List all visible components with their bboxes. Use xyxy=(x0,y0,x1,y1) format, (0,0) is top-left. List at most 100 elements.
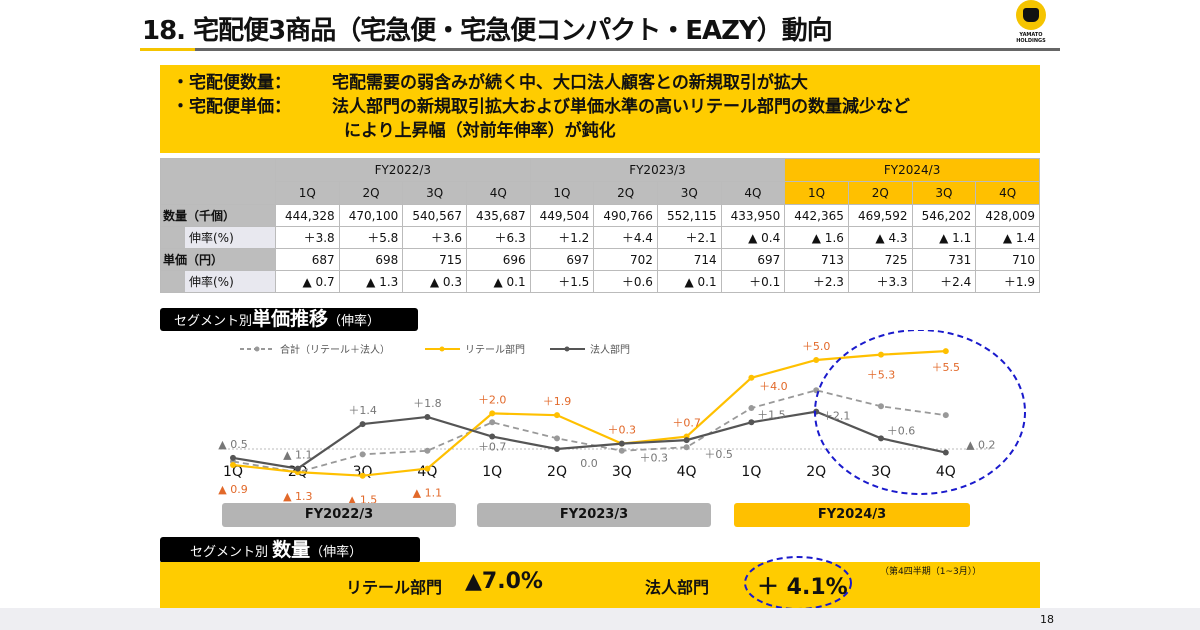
data-label: ＋2.0 xyxy=(478,393,507,406)
data-label: ＋5.0 xyxy=(802,340,831,353)
data-label: ▲ 0.9 xyxy=(218,483,247,496)
data-point xyxy=(424,413,431,420)
table-cell: ▲ 0.7 xyxy=(275,270,340,293)
series-line xyxy=(232,410,947,470)
data-label: ＋0.6 xyxy=(887,424,916,437)
legend-label: 法人部門 xyxy=(590,343,630,356)
table-cell: ＋3.6 xyxy=(402,226,467,249)
table-cell: 697 xyxy=(720,248,786,271)
data-point xyxy=(489,433,496,440)
data-label: ＋1.4 xyxy=(348,404,377,417)
table-cell: 552,115 xyxy=(656,204,722,227)
data-point xyxy=(748,419,755,426)
data-label: 0.0 xyxy=(580,457,598,470)
data-label: ＋1.5 xyxy=(757,408,786,421)
price-section-label: セグメント別単価推移（伸率） xyxy=(160,308,418,331)
table-cell: 449,504 xyxy=(529,204,595,227)
quarter-header: 2Q xyxy=(593,181,658,205)
data-point xyxy=(230,454,236,461)
page-title: 18. 宅配便3商品（宅急便・宅急便コンパクト・EAZY）動向 xyxy=(142,16,833,46)
legend-label: 合計（リテール＋法人） xyxy=(280,343,390,356)
table-cell: 725 xyxy=(847,248,913,271)
table-cell: ▲ 1.6 xyxy=(784,226,849,249)
table-cell: ▲ 1.3 xyxy=(338,270,404,293)
table-cell: ▲ 1.1 xyxy=(911,226,977,249)
summary-text-cont: により上昇幅（対前年伸率）が鈍化 xyxy=(344,121,616,141)
volume-section-label: セグメント別 数量（伸率） xyxy=(160,537,420,563)
logo-text: YAMATO HOLDINGS xyxy=(1016,32,1046,44)
year-header: FY2022/3 xyxy=(275,158,531,182)
table-cell: 687 xyxy=(275,248,340,271)
data-label: ＋4.0 xyxy=(759,380,788,393)
table-cell: ＋2.4 xyxy=(911,270,977,293)
table-cell: ▲ 0.1 xyxy=(656,270,722,293)
table-row: 伸率(%) ＋3.8 ＋5.8 ＋3.6 ＋6.3 ＋1.2 ＋4.4 ＋2.1 ▲ 0.4 ▲ … xyxy=(160,226,1040,249)
data-label: ▲ 1.1 xyxy=(413,487,442,500)
title-rule xyxy=(195,48,1060,51)
table-cell: 444,328 xyxy=(275,204,340,227)
data-label: ▲ 1.1 xyxy=(283,449,312,462)
table-cell: 713 xyxy=(784,248,849,271)
legend-marker xyxy=(439,346,445,352)
table-cell: 698 xyxy=(338,248,404,271)
data-point xyxy=(813,357,820,363)
period-label: FY2023/3 xyxy=(477,503,711,527)
data-label: ＋0.5 xyxy=(704,448,733,461)
table-cell: ＋6.3 xyxy=(465,226,531,249)
corp-label: 法人部門 xyxy=(645,578,710,597)
table-cell: 731 xyxy=(911,248,977,271)
summary-text: 宅配需要の弱含みが続く中、大口法人顧客との新規取引が拡大 xyxy=(332,73,808,93)
quarter-header: 3Q xyxy=(402,181,467,205)
data-label: ＋1.8 xyxy=(413,397,442,410)
title-rule-accent xyxy=(140,48,195,51)
data-point xyxy=(359,472,366,479)
table-cell: 546,202 xyxy=(911,204,977,227)
data-label: ＋0.7 xyxy=(672,417,701,430)
data-label: ＋0.3 xyxy=(608,424,637,437)
table-cell: 702 xyxy=(593,248,658,271)
series-line xyxy=(232,350,946,477)
table-cell: ＋2.1 xyxy=(656,226,722,249)
period-note: （第4四半期（1~3月）） xyxy=(880,567,982,577)
data-point xyxy=(359,421,366,428)
table-cell: 435,687 xyxy=(465,204,531,227)
data-label: ＋5.5 xyxy=(932,361,961,374)
data-label: ＋2.1 xyxy=(822,410,851,423)
row-label: 伸率(%) xyxy=(160,270,276,293)
highlight-ellipse xyxy=(744,556,852,610)
data-point xyxy=(878,435,884,442)
table-cell: 428,009 xyxy=(975,204,1040,227)
data-label: ▲ 0.2 xyxy=(966,439,995,452)
data-point xyxy=(554,435,560,442)
data-point xyxy=(554,446,560,452)
row-label: 単価（円） xyxy=(160,248,276,271)
legend-marker xyxy=(254,346,260,352)
data-point xyxy=(748,374,755,381)
quarter-header: 4Q xyxy=(465,181,531,205)
quarter-header: 3Q xyxy=(656,181,722,205)
table-cell: ▲ 0.1 xyxy=(465,270,531,293)
table-cell: 696 xyxy=(465,248,531,271)
retail-value: ▲7.0% xyxy=(465,569,543,594)
x-tick-label: 4Q xyxy=(677,464,697,480)
table-cell: 697 xyxy=(529,248,595,271)
table-cell: ▲ 0.3 xyxy=(402,270,467,293)
summary-label: ・宅配便単価： xyxy=(172,97,291,117)
table-cell: ＋3.8 xyxy=(275,226,340,249)
x-tick-label: 3Q xyxy=(871,464,891,480)
period-label: FY2024/3 xyxy=(734,503,970,527)
data-point xyxy=(294,465,301,472)
year-header: FY2023/3 xyxy=(529,158,786,182)
x-tick-label: 2Q xyxy=(547,464,567,480)
row-label: 伸率(%) xyxy=(160,226,276,249)
x-tick-label: 1Q xyxy=(482,464,502,480)
data-point xyxy=(489,419,496,426)
table-cell: ▲ 0.4 xyxy=(720,226,786,249)
table-cell: 715 xyxy=(402,248,467,271)
data-point xyxy=(554,412,560,419)
data-point xyxy=(618,447,625,454)
table-cell: 714 xyxy=(656,248,722,271)
page-number: 18 xyxy=(1040,613,1054,626)
x-tick-label: 1Q xyxy=(741,464,761,480)
data-label: ＋0.7 xyxy=(478,441,507,454)
